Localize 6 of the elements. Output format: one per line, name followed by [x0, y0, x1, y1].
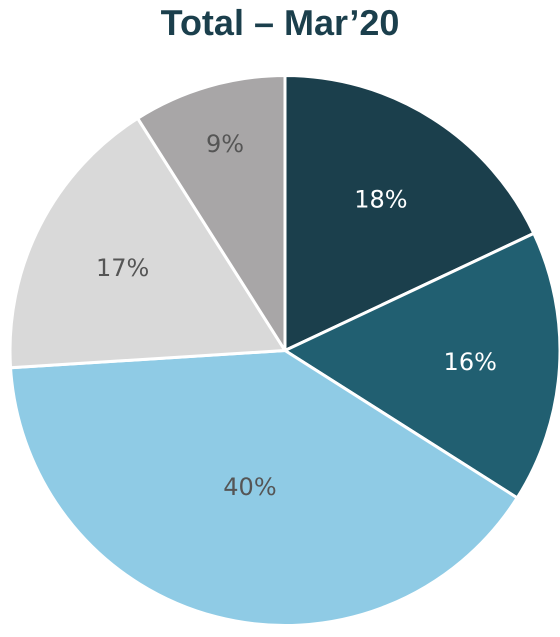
data-label: 40% — [223, 473, 277, 502]
data-label: 17% — [96, 254, 150, 282]
data-label: 9% — [206, 130, 244, 158]
data-label: 18% — [354, 185, 408, 214]
data-label: 16% — [444, 348, 497, 376]
chart-title: Total – Mar’20 — [160, 2, 400, 43]
